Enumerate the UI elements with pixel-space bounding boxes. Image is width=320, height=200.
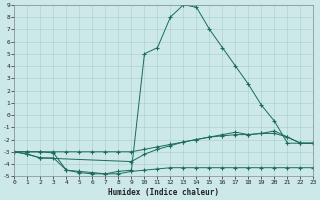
X-axis label: Humidex (Indice chaleur): Humidex (Indice chaleur)	[108, 188, 220, 197]
